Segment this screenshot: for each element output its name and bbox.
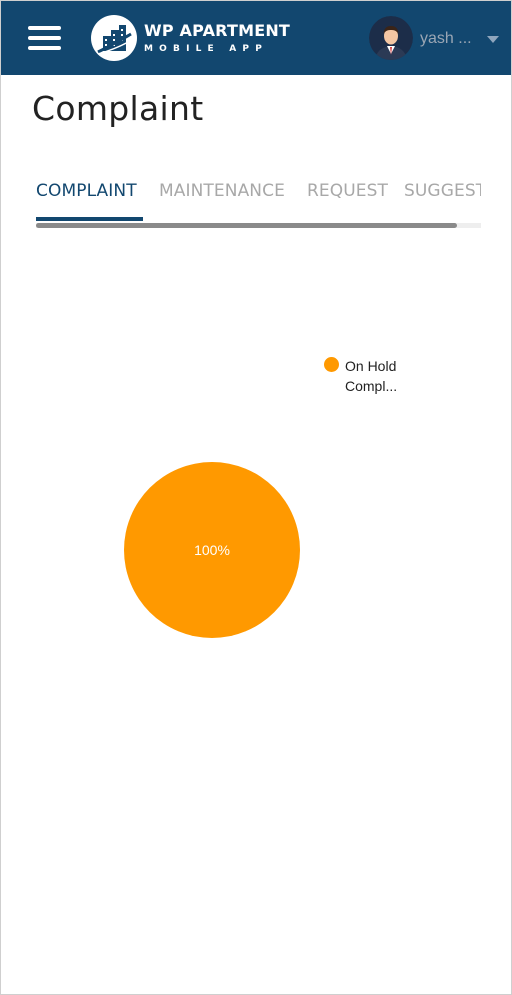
legend-entry-on-hold[interactable]: On Hold Compl... (345, 356, 435, 396)
pie-slice-1[interactable] (124, 462, 300, 638)
tabs-scrollbar-thumb[interactable] (36, 223, 457, 228)
app-header: WP APARTMENT MOBILE APP yash ... (1, 1, 511, 75)
user-avatar[interactable] (369, 16, 413, 60)
legend-dot-on-hold (324, 357, 339, 372)
logo-subtitle: MOBILE APP (144, 44, 268, 54)
user-name[interactable]: yash ... (420, 30, 472, 47)
caret-down-icon[interactable] (487, 36, 499, 43)
pie-slice-label-1: 100% (194, 542, 230, 558)
tab-maintenance[interactable]: MAINTENANCE (159, 181, 285, 201)
tab-suggestion[interactable]: SUGGESTION (404, 181, 481, 201)
legend-label-line2: Compl... (345, 378, 398, 394)
logo-title: WP APARTMENT (144, 21, 291, 40)
tab-complaint[interactable]: COMPLAINT (36, 181, 137, 201)
active-tab-indicator (36, 217, 143, 221)
page-title: Complaint (32, 89, 204, 128)
legend-label-line1: On Hold (345, 358, 397, 374)
hamburger-menu-icon[interactable] (28, 24, 61, 52)
tab-bar: COMPLAINT MAINTENANCE REQUEST SUGGESTION (36, 171, 481, 231)
tab-request[interactable]: REQUEST (307, 181, 388, 201)
apartment-building-logo-icon[interactable] (90, 14, 138, 62)
